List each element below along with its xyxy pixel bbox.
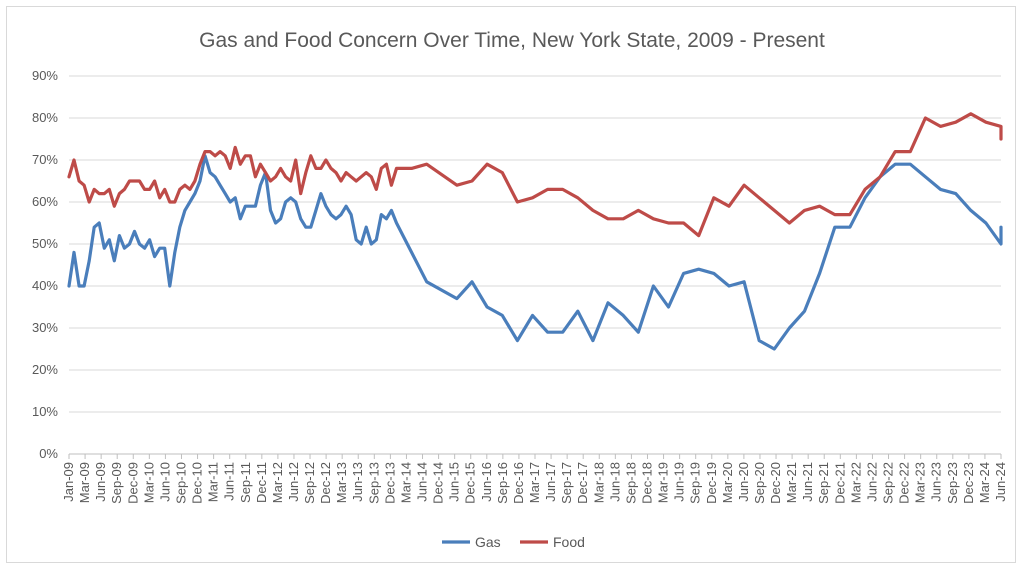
- x-tick-label: Jun-21: [800, 462, 815, 502]
- x-tick-label: Dec-22: [897, 462, 912, 504]
- x-tick-label: Sep-13: [366, 462, 381, 504]
- legend: Gas Food: [442, 534, 585, 550]
- series-lines: [67, 112, 1003, 351]
- x-tick-label: Sep-19: [688, 462, 703, 504]
- x-tick-label: Sep-11: [238, 462, 253, 503]
- x-tick-label: Dec-18: [639, 462, 654, 504]
- x-tick-label: Mar-10: [141, 462, 156, 503]
- x-tick-label: Mar-18: [591, 462, 606, 503]
- y-axis-ticks: 0% 10% 20% 30% 40% 50% 60% 70% 80% 90%: [32, 68, 58, 461]
- x-tick-label: Jun-18: [607, 462, 622, 502]
- x-tick-label: Mar-22: [848, 462, 863, 503]
- x-tick-label: Jun-23: [929, 462, 944, 502]
- x-tick-label: Mar-14: [398, 462, 413, 503]
- x-tick-label: Mar-23: [913, 462, 928, 503]
- x-tick-label: Mar-19: [656, 462, 671, 503]
- x-tick-label: Jan-09: [61, 462, 76, 502]
- x-tick-label: Mar-24: [977, 462, 992, 503]
- x-tick-label: Dec-12: [318, 462, 333, 504]
- y-tick-label: 40%: [32, 278, 58, 293]
- x-tick-label: Sep-10: [173, 462, 188, 504]
- x-tick-label: Sep-22: [881, 462, 896, 504]
- y-tick-label: 90%: [32, 68, 58, 83]
- x-tick-label: Sep-09: [109, 462, 124, 504]
- gridlines: [69, 75, 1001, 455]
- y-tick-label: 10%: [32, 404, 58, 419]
- chart-canvas: Gas and Food Concern Over Time, New York…: [32, 29, 1008, 550]
- y-tick-label: 30%: [32, 320, 58, 335]
- y-tick-label: 60%: [32, 194, 58, 209]
- x-tick-label: Sep-23: [945, 462, 960, 504]
- x-axis-ticks: Jan-09 Mar-09 Jun-09 Sep-09 Dec-09 Mar-10 Jun-…: [61, 454, 1008, 504]
- y-tick-label: 70%: [32, 152, 58, 167]
- y-tick-label: 0%: [39, 446, 58, 461]
- legend-label-gas: Gas: [475, 534, 501, 550]
- x-tick-label: Jun-13: [350, 462, 365, 502]
- x-tick-label: Dec-09: [125, 462, 140, 504]
- x-tick-label: Jun-17: [543, 462, 558, 502]
- x-tick-label: Mar-21: [784, 462, 799, 503]
- x-tick-label: Mar-13: [334, 462, 349, 503]
- y-tick-label: 50%: [32, 236, 58, 251]
- x-tick-label: Jun-12: [286, 462, 301, 502]
- x-tick-label: Jun-20: [736, 462, 751, 502]
- x-tick-label: Jun-22: [864, 462, 879, 502]
- x-tick-label: Dec-13: [382, 462, 397, 504]
- series-line-gas: [67, 154, 1003, 351]
- x-tick-label: Jun-19: [672, 462, 687, 502]
- x-tick-label: Dec-21: [832, 462, 847, 504]
- x-tick-label: Jun-24: [993, 462, 1008, 502]
- x-tick-label: Dec-14: [431, 462, 446, 504]
- x-tick-label: Jun-16: [479, 462, 494, 502]
- chart-title: Gas and Food Concern Over Time, New York…: [199, 29, 825, 52]
- x-tick-label: Sep-16: [495, 462, 510, 504]
- x-tick-label: Dec-17: [575, 462, 590, 504]
- x-tick-label: Mar-11: [206, 462, 221, 502]
- x-tick-label: Dec-20: [768, 462, 783, 504]
- x-tick-label: Jun-14: [415, 462, 430, 502]
- x-tick-label: Mar-17: [527, 462, 542, 503]
- x-tick-label: Dec-16: [511, 462, 526, 504]
- x-tick-label: Jun-11: [222, 462, 237, 501]
- x-tick-label: Dec-15: [463, 462, 478, 504]
- x-tick-label: Dec-11: [254, 462, 269, 503]
- x-tick-label: Sep-21: [816, 462, 831, 504]
- x-tick-label: Mar-20: [720, 462, 735, 503]
- x-tick-label: Jun-10: [157, 462, 172, 502]
- x-tick-label: Sep-17: [559, 462, 574, 504]
- x-tick-label: Jun-09: [93, 462, 108, 502]
- x-tick-label: Mar-12: [270, 462, 285, 503]
- x-tick-label: Jun-15: [447, 462, 462, 502]
- x-tick-label: Sep-12: [302, 462, 317, 504]
- x-tick-label: Sep-20: [752, 462, 767, 504]
- y-tick-label: 20%: [32, 362, 58, 377]
- legend-label-food: Food: [553, 534, 585, 550]
- series-line-food: [67, 112, 1003, 238]
- x-tick-label: Dec-23: [961, 462, 976, 504]
- chart-frame: Gas and Food Concern Over Time, New York…: [6, 6, 1016, 563]
- x-tick-label: Mar-09: [77, 462, 92, 503]
- x-tick-label: Sep-18: [623, 462, 638, 504]
- x-tick-label: Dec-10: [190, 462, 205, 504]
- x-tick-label: Dec-19: [704, 462, 719, 504]
- y-tick-label: 80%: [32, 110, 58, 125]
